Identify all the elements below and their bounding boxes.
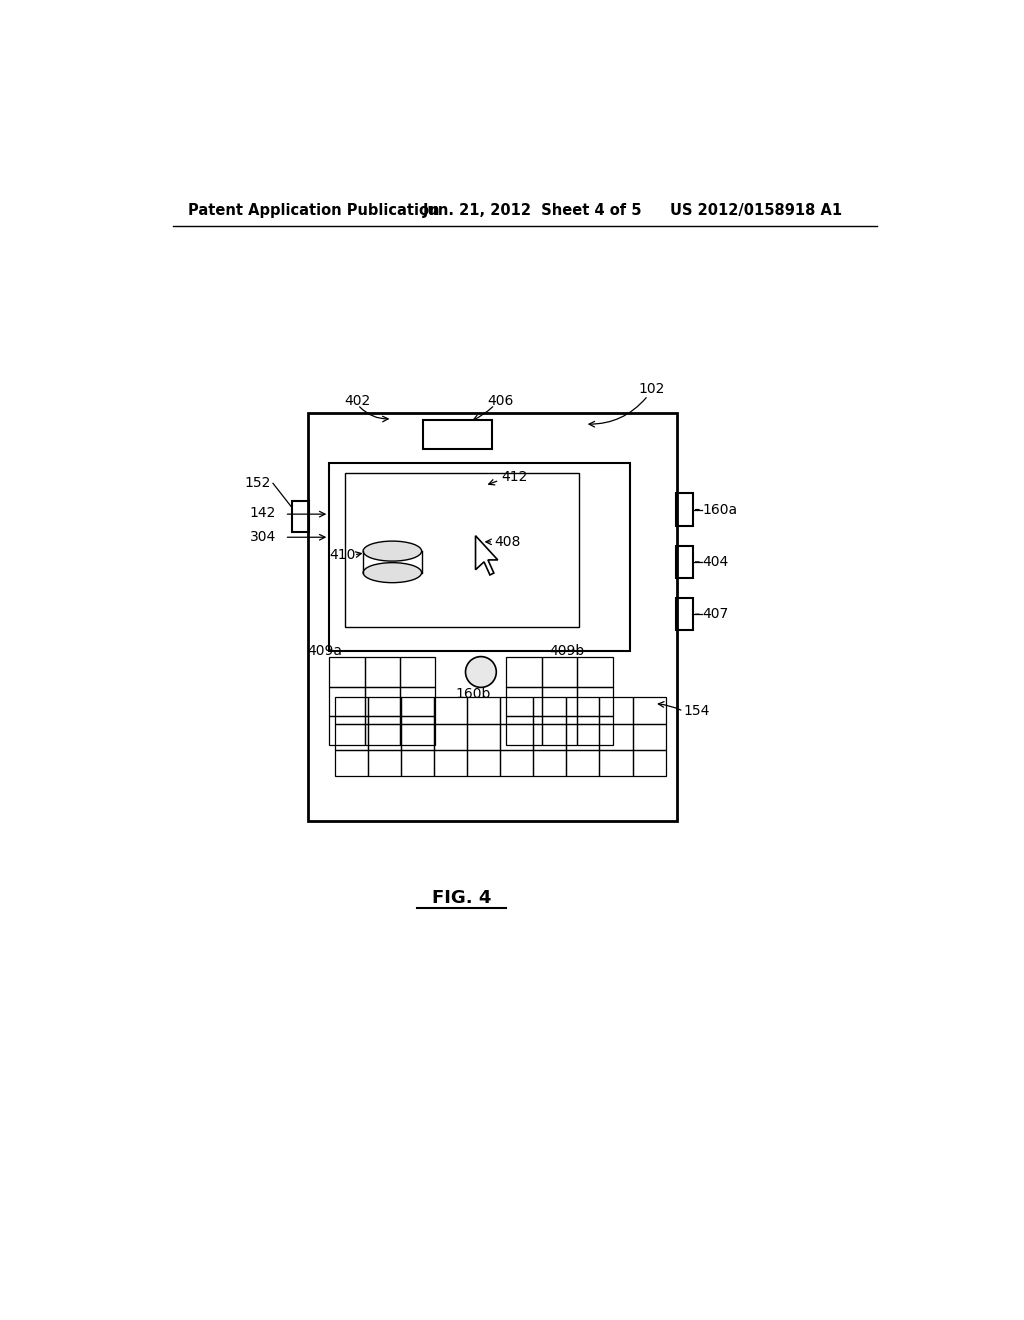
Bar — [534, 750, 566, 776]
Bar — [365, 657, 400, 686]
Bar — [330, 686, 365, 715]
Circle shape — [466, 656, 497, 688]
Ellipse shape — [364, 541, 422, 561]
Text: 402: 402 — [345, 393, 371, 408]
Text: 408: 408 — [495, 535, 521, 549]
Bar — [400, 715, 435, 744]
Bar — [368, 723, 400, 750]
Bar — [566, 723, 599, 750]
Bar — [400, 750, 434, 776]
Bar — [292, 502, 309, 532]
Text: 407: 407 — [702, 607, 729, 622]
Text: 160a: 160a — [702, 503, 738, 516]
Text: US 2012/0158918 A1: US 2012/0158918 A1 — [670, 203, 842, 218]
Bar — [534, 723, 566, 750]
Bar — [633, 697, 666, 723]
Bar — [467, 723, 500, 750]
Text: 102: 102 — [639, 383, 666, 396]
Text: Jun. 21, 2012  Sheet 4 of 5: Jun. 21, 2012 Sheet 4 of 5 — [423, 203, 643, 218]
Bar — [542, 686, 578, 715]
Bar — [676, 598, 692, 631]
Bar — [434, 723, 467, 750]
Bar — [534, 697, 566, 723]
Text: 142: 142 — [250, 506, 276, 520]
Bar — [400, 723, 434, 750]
Bar — [368, 750, 400, 776]
Bar — [434, 750, 467, 776]
Bar — [506, 686, 542, 715]
Bar — [506, 715, 542, 744]
Bar — [566, 750, 599, 776]
Text: 412: 412 — [501, 470, 527, 484]
Bar — [500, 750, 534, 776]
Text: 406: 406 — [487, 393, 513, 408]
Text: 160b: 160b — [456, 686, 490, 701]
Bar — [676, 494, 692, 525]
Bar — [467, 750, 500, 776]
Bar — [676, 545, 692, 578]
Bar — [578, 657, 612, 686]
Bar — [400, 697, 434, 723]
Bar — [423, 420, 493, 449]
Bar — [500, 697, 534, 723]
Bar — [335, 697, 368, 723]
Text: Patent Application Publication: Patent Application Publication — [188, 203, 440, 218]
Text: 409b: 409b — [550, 644, 585, 659]
Text: FIG. 4: FIG. 4 — [432, 888, 492, 907]
Bar — [307, 412, 677, 821]
Bar — [566, 697, 599, 723]
Bar — [542, 715, 578, 744]
Bar — [335, 750, 368, 776]
Bar — [365, 715, 400, 744]
Bar — [368, 697, 400, 723]
Bar — [578, 715, 612, 744]
Bar — [633, 750, 666, 776]
Bar — [633, 723, 666, 750]
Text: 152: 152 — [245, 477, 271, 490]
Bar — [330, 657, 365, 686]
Text: 304: 304 — [250, 531, 276, 544]
Text: 410: 410 — [330, 548, 355, 562]
Bar — [500, 723, 534, 750]
Bar — [365, 686, 400, 715]
Bar — [345, 473, 580, 627]
Bar — [330, 462, 630, 651]
Bar — [578, 686, 612, 715]
Bar — [467, 697, 500, 723]
Bar — [330, 715, 365, 744]
Text: 409a: 409a — [307, 644, 343, 659]
Bar — [599, 697, 633, 723]
Bar — [400, 686, 435, 715]
Bar — [599, 723, 633, 750]
Text: 404: 404 — [702, 554, 729, 569]
Text: 154: 154 — [683, 705, 710, 718]
Bar — [542, 657, 578, 686]
Ellipse shape — [364, 562, 422, 582]
Bar — [599, 750, 633, 776]
Bar — [400, 657, 435, 686]
Bar — [434, 697, 467, 723]
Bar — [506, 657, 542, 686]
Bar — [335, 723, 368, 750]
